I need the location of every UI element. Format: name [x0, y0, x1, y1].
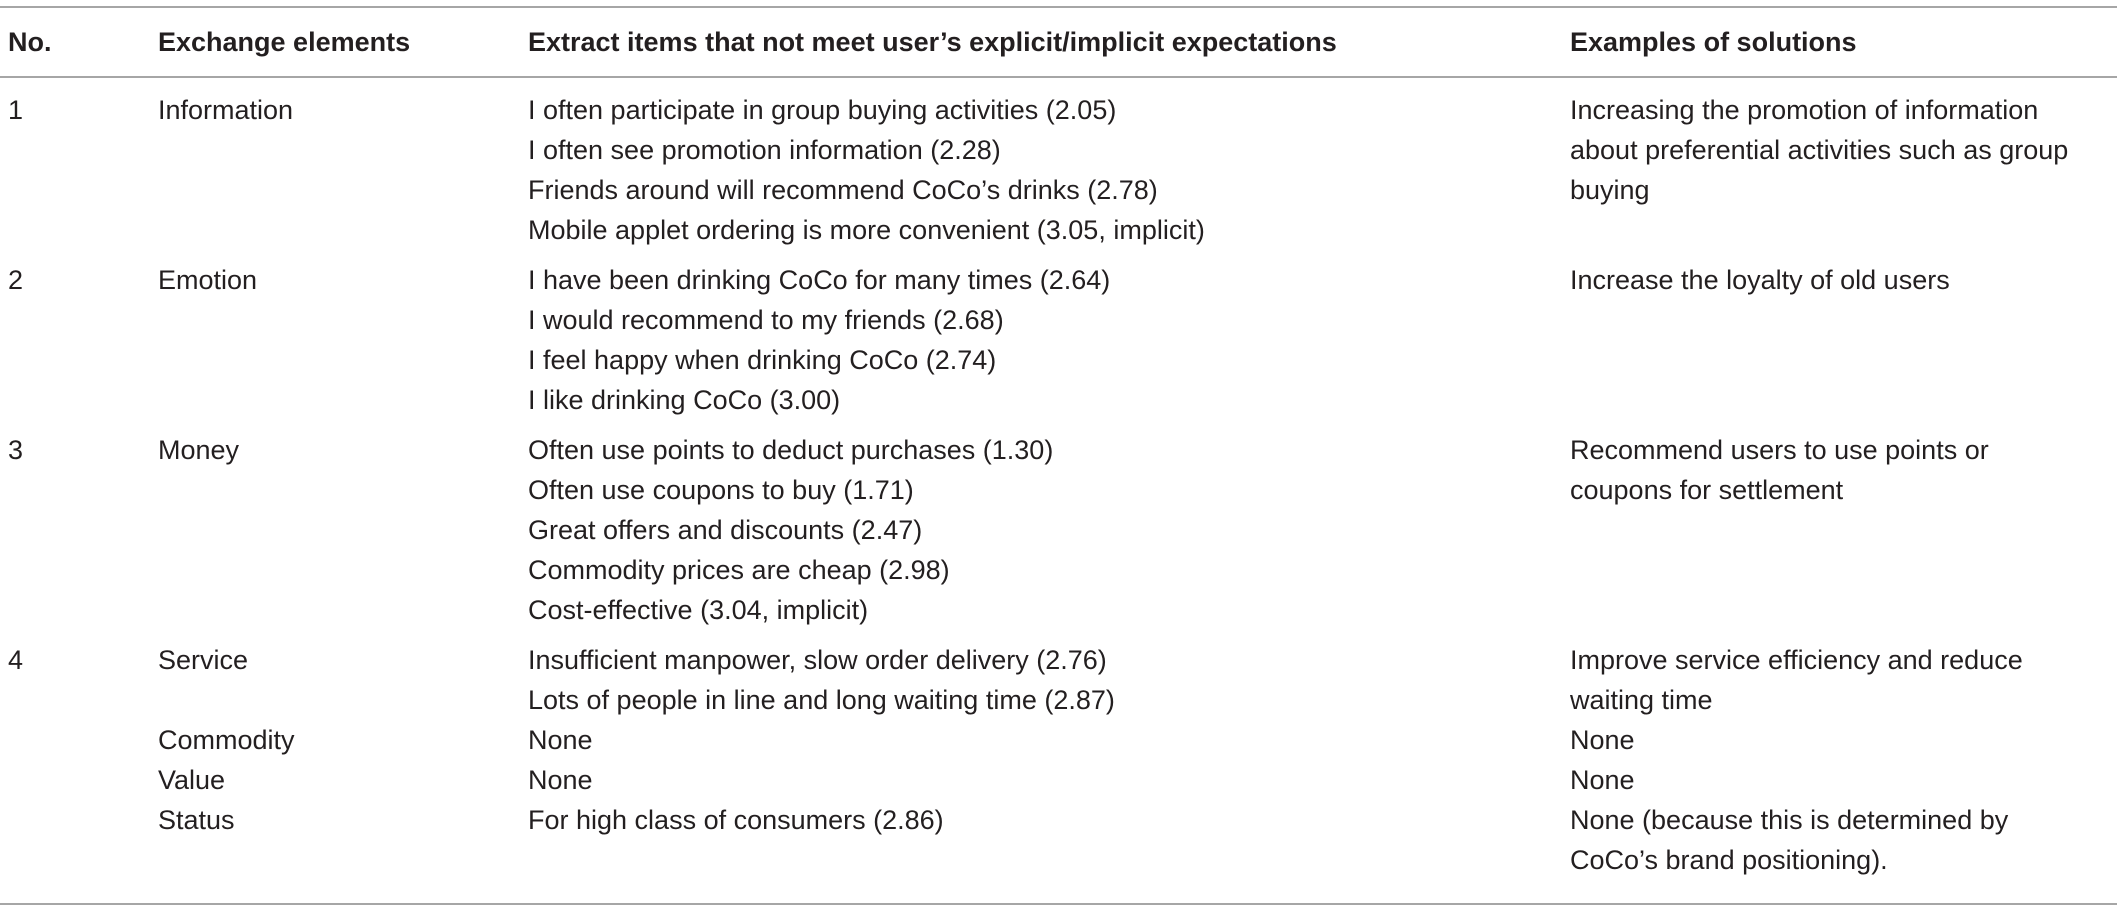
- solution-line: None: [1570, 765, 1635, 795]
- header-extract-items: Extract items that not meet user’s expli…: [528, 26, 1337, 57]
- row-exchange-element: Commodity: [158, 725, 295, 755]
- row-exchange-element: Information: [158, 95, 294, 125]
- row-extract-items: Insufficient manpower, slow order delive…: [520, 630, 1562, 720]
- table-row: 4 Service Insufficient manpower, slow orde…: [0, 630, 2117, 720]
- solution-line: CoCo’s brand positioning).: [1570, 845, 1888, 875]
- extract-item: Often use coupons to buy (1.71): [528, 475, 914, 505]
- row-extract-items: I have been drinking CoCo for many times…: [520, 250, 1562, 420]
- row-number: 1: [8, 95, 24, 125]
- table-row: 3 Money Often use points to deduct purchas…: [0, 420, 2117, 630]
- extract-item: Insufficient manpower, slow order delive…: [528, 645, 1107, 675]
- row-solution: Improve service efficiency and reduce wai…: [1562, 630, 2117, 720]
- table-header: No. Exchange elements Extract items that…: [0, 8, 2117, 76]
- extract-item: I like drinking CoCo (3.00): [528, 385, 841, 415]
- header-no: No.: [8, 26, 52, 57]
- solution-line: coupons for settlement: [1570, 475, 1844, 505]
- row-number: 2: [8, 265, 24, 295]
- solution-line: Increase the loyalty of old users: [1570, 265, 1950, 295]
- extract-item: For high class of consumers (2.86): [528, 805, 944, 835]
- exchange-elements-table: No. Exchange elements Extract items that…: [0, 8, 2117, 884]
- header-row: No. Exchange elements Extract items that…: [0, 8, 2117, 76]
- row-extract-items: Often use points to deduct purchases (1.…: [520, 420, 1562, 630]
- row-number: 3: [8, 435, 24, 465]
- row-exchange-element: Value: [158, 765, 226, 795]
- table-row: 1 Information I often participate in group…: [0, 76, 2117, 250]
- header-solutions: Examples of solutions: [1570, 26, 1857, 57]
- extract-item: I would recommend to my friends (2.68): [528, 305, 1004, 335]
- solution-line: None (because this is determined by: [1570, 805, 2009, 835]
- extract-item: Cost-effective (3.04, implicit): [528, 595, 869, 625]
- extract-item: I feel happy when drinking CoCo (2.74): [528, 345, 997, 375]
- extract-item: Great offers and discounts (2.47): [528, 515, 923, 545]
- solution-line: Recommend users to use points or: [1570, 435, 1989, 465]
- extract-item: I often see promotion information (2.28): [528, 135, 1001, 165]
- table-row: Status For high class of consumers (2.86)…: [0, 800, 2117, 884]
- solution-line: None: [1570, 725, 1635, 755]
- row-solution: None: [1562, 760, 2117, 800]
- table-header-rule: [0, 76, 2117, 78]
- row-number: 4: [8, 645, 24, 675]
- row-extract-items: None: [520, 760, 1562, 800]
- row-number: [0, 800, 150, 884]
- row-number: [0, 720, 150, 760]
- table-top-rule: [0, 6, 2117, 8]
- extract-item: I often participate in group buying acti…: [528, 95, 1117, 125]
- extract-item: Friends around will recommend CoCo’s dri…: [528, 175, 1158, 205]
- extract-item: Mobile applet ordering is more convenien…: [528, 215, 1205, 245]
- solution-line: waiting time: [1570, 685, 1713, 715]
- row-extract-items: None: [520, 720, 1562, 760]
- row-solution: Increasing the promotion of information a…: [1562, 76, 2117, 250]
- row-exchange-element: Status: [158, 805, 235, 835]
- table-bottom-rule: [0, 903, 2117, 905]
- extract-item: Lots of people in line and long waiting …: [528, 685, 1115, 715]
- row-exchange-element: Emotion: [158, 265, 258, 295]
- table-row: 2 Emotion I have been drinking CoCo for ma…: [0, 250, 2117, 420]
- row-extract-items: For high class of consumers (2.86): [520, 800, 1562, 884]
- row-exchange-element: Money: [158, 435, 240, 465]
- extract-item: None: [528, 725, 593, 755]
- row-solution: None: [1562, 720, 2117, 760]
- table-body: 1 Information I often participate in group…: [0, 76, 2117, 884]
- table-row: Value None None: [0, 760, 2117, 800]
- solution-line: buying: [1570, 175, 1650, 205]
- table-row: Commodity None None: [0, 720, 2117, 760]
- row-number: [0, 760, 150, 800]
- solution-line: Increasing the promotion of information: [1570, 95, 2039, 125]
- solution-line: Improve service efficiency and reduce: [1570, 645, 2023, 675]
- header-exchange-elements: Exchange elements: [158, 26, 411, 57]
- row-solution: Increase the loyalty of old users: [1562, 250, 2117, 420]
- row-solution: Recommend users to use points or coupons …: [1562, 420, 2117, 630]
- extract-item: I have been drinking CoCo for many times…: [528, 265, 1111, 295]
- row-solution: None (because this is determined by CoCo’…: [1562, 800, 2117, 884]
- extract-item: Commodity prices are cheap (2.98): [528, 555, 950, 585]
- solution-line: about preferential activities such as gr…: [1570, 135, 2069, 165]
- row-extract-items: I often participate in group buying acti…: [520, 76, 1562, 250]
- extract-item: None: [528, 765, 593, 795]
- extract-item: Often use points to deduct purchases (1.…: [528, 435, 1054, 465]
- row-exchange-element: Service: [158, 645, 249, 675]
